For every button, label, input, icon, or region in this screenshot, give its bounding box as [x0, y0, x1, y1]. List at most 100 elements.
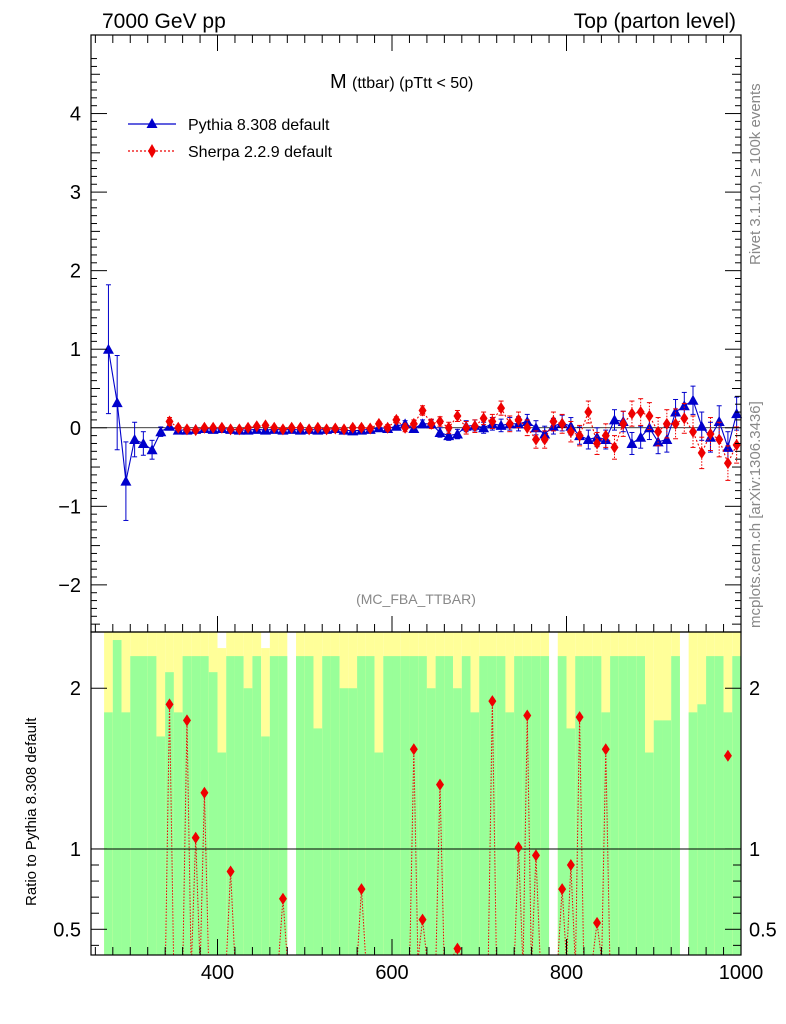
- process-label: Top (parton level): [574, 10, 736, 33]
- sherpa-point: [366, 422, 375, 435]
- ratio-band-green: [522, 656, 532, 955]
- ratio-band-green: [645, 752, 654, 955]
- ratio-band-green: [557, 656, 567, 955]
- ratio-band-green: [304, 656, 314, 955]
- ratio-band-green: [278, 656, 288, 955]
- ratio-band-green: [217, 752, 227, 955]
- sherpa-point: [244, 421, 253, 434]
- analysis-watermark: (MC_FBA_TTBAR): [356, 591, 476, 607]
- ratio-point: [200, 786, 209, 799]
- ratio-band-green: [392, 656, 401, 955]
- ratio-rise-line: [592, 922, 598, 956]
- chart-title: M: [330, 71, 347, 93]
- ratio-point: [723, 749, 732, 762]
- ratio-band-green: [496, 656, 506, 955]
- sherpa-point: [165, 415, 174, 428]
- ratio-band-green: [156, 736, 166, 955]
- ratio-point: [523, 709, 532, 722]
- ratio-band-green: [147, 656, 157, 955]
- ratio-band-green: [453, 688, 462, 955]
- sherpa-point: [427, 417, 436, 430]
- sherpa-point: [401, 421, 410, 434]
- pythia-point: [731, 408, 743, 419]
- sherpa-point: [182, 423, 191, 436]
- ratio-point: [566, 859, 575, 872]
- ratio-band-green: [383, 656, 393, 955]
- ratio-band-green: [173, 712, 183, 955]
- ratio-point: [409, 743, 418, 756]
- ratio-point: [357, 883, 366, 896]
- sherpa-point: [540, 433, 549, 446]
- ratio-band-green: [243, 688, 253, 955]
- sherpa-point: [322, 423, 331, 436]
- ratio-band-green: [435, 656, 445, 955]
- ratio-y-tick-label: 2: [70, 678, 81, 700]
- sherpa-point: [340, 423, 349, 436]
- ratio-point: [435, 778, 444, 791]
- sherpa-point: [706, 428, 715, 441]
- sherpa-point: [191, 424, 200, 437]
- sherpa-point: [357, 421, 366, 434]
- sherpa-point: [217, 421, 226, 434]
- y-tick-label: −1: [58, 496, 81, 518]
- ratio-band-green: [706, 656, 715, 955]
- ratio-band-green: [636, 656, 646, 955]
- ratio-band-green: [339, 688, 349, 955]
- ratio-rise-line: [199, 792, 205, 956]
- pythia-point: [102, 343, 114, 354]
- pythia-point: [146, 444, 158, 455]
- ratio-drop-line: [230, 871, 236, 956]
- ratio-point: [278, 892, 287, 905]
- sherpa-point: [270, 421, 279, 434]
- ratio-rise-line: [601, 749, 607, 956]
- ratio-band-green: [514, 656, 523, 955]
- x-tick-label: 800: [550, 962, 583, 984]
- sherpa-point: [732, 439, 741, 452]
- main-series-layer: [91, 284, 743, 521]
- x-tick-label: 1000: [719, 962, 764, 984]
- legend-pythia-label: Pythia 8.308 default: [188, 117, 330, 134]
- ratio-band-green: [426, 688, 436, 955]
- ratio-y-tick-label: 2: [749, 678, 760, 700]
- ratio-band-green: [357, 656, 366, 955]
- pythia-point: [670, 406, 682, 417]
- ratio-band-green: [531, 656, 541, 955]
- axes-layer: −2 −1 0 1 2 3 4 400 600 800 1000 0.5 0.5 1 1 2 2: [53, 34, 777, 984]
- sherpa-point: [601, 429, 610, 442]
- ratio-rise-line: [575, 717, 581, 956]
- y-tick-label: 0: [70, 418, 81, 440]
- pythia-point: [434, 426, 446, 437]
- sherpa-point: [636, 406, 645, 419]
- ratio-band-green: [191, 656, 201, 955]
- sherpa-point: [313, 421, 322, 434]
- sherpa-point: [584, 406, 593, 419]
- legend-sherpa-label: Sherpa 2.2.9 default: [188, 144, 333, 161]
- sherpa-point: [287, 421, 296, 434]
- pythia-point: [661, 434, 673, 445]
- sherpa-point: [680, 412, 689, 425]
- ratio-band-green: [409, 656, 419, 955]
- ratio-drop-line: [360, 889, 366, 956]
- ratio-band-green: [470, 712, 480, 955]
- ratio-rise-line: [557, 889, 563, 956]
- sherpa-point: [331, 422, 340, 435]
- ratio-band-green: [540, 656, 550, 955]
- sherpa-point: [645, 409, 654, 422]
- ratio-point: [514, 841, 523, 854]
- ratio-band-green: [104, 712, 113, 955]
- ratio-rise-line: [356, 889, 362, 956]
- pythia-point: [687, 394, 699, 405]
- ratio-band-green: [418, 656, 427, 955]
- pythia-point: [111, 397, 123, 408]
- sherpa-point: [566, 425, 575, 438]
- sherpa-point: [531, 433, 540, 446]
- ratio-y-tick-label: 1: [749, 839, 760, 861]
- sherpa-point: [435, 415, 444, 428]
- ratio-band-green: [583, 656, 593, 955]
- ratio-point: [575, 711, 584, 724]
- sherpa-point: [348, 421, 357, 434]
- legend: Pythia 8.308 default Sherpa 2.2.9 defaul…: [128, 117, 333, 161]
- ratio-band-green: [261, 736, 270, 955]
- ratio-point: [558, 883, 567, 896]
- ratio-band-green: [400, 656, 410, 955]
